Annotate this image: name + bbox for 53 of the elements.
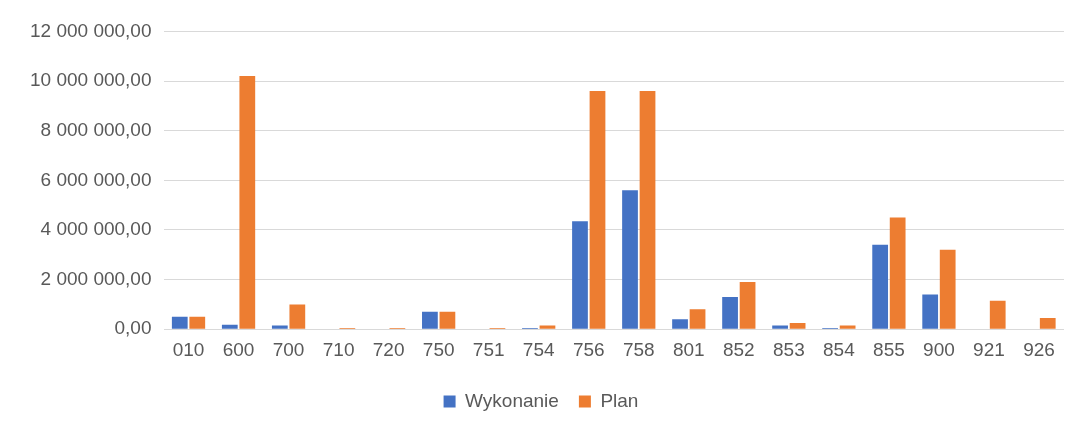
bar [839,325,856,329]
y-tick-label: 0,00 [114,317,152,339]
bar [239,76,256,329]
bar [422,311,438,329]
bar [689,309,706,329]
x-tick-label: 801 [672,338,705,360]
x-tick-label: 854 [823,338,856,360]
bar [789,323,806,329]
legend-label: Wykonanie [465,389,559,411]
y-tick-label: 10 000 000,00 [29,69,152,91]
y-tick-label: 6 000 000,00 [40,168,152,190]
bar [922,294,939,329]
bar [872,244,889,329]
bar [221,324,238,329]
x-tick-label: 710 [322,338,355,360]
bar [539,325,556,329]
x-tick-label: 750 [422,338,455,360]
bar [1039,318,1056,329]
bar [739,282,756,329]
bar [439,311,456,329]
x-tick-label: 853 [773,338,805,360]
x-tick-label: 751 [472,338,505,360]
legend-label: Plan [600,389,639,411]
y-tick-label: 8 000 000,00 [40,118,152,140]
bar [889,217,906,329]
x-tick-label: 600 [222,338,255,360]
x-tick-label: 700 [272,338,305,360]
y-tick-label: 4 000 000,00 [40,218,152,240]
bar [572,221,588,329]
x-tick-label: 921 [973,338,1005,360]
bar [271,325,288,329]
bar [989,300,1006,329]
x-tick-label: 900 [923,338,955,360]
y-tick-label: 2 000 000,00 [40,267,152,289]
x-tick-label: 855 [873,338,905,360]
x-tick-label: 720 [372,338,405,360]
x-tick-label: 754 [522,338,555,360]
y-tick-label: 12 000 000,00 [29,19,152,41]
bar [171,316,188,329]
bar [289,304,306,329]
bar [939,249,956,329]
bar [772,325,788,329]
x-tick-label: 756 [572,338,605,360]
x-tick-label: 758 [622,338,655,360]
x-tick-label: 010 [172,338,205,360]
bar [672,319,688,329]
bar [189,316,206,329]
x-tick-label: 852 [722,338,755,360]
bar [622,190,638,329]
x-tick-label: 926 [1023,338,1055,360]
bar [639,90,656,329]
bar [722,296,738,329]
bar [589,90,606,329]
